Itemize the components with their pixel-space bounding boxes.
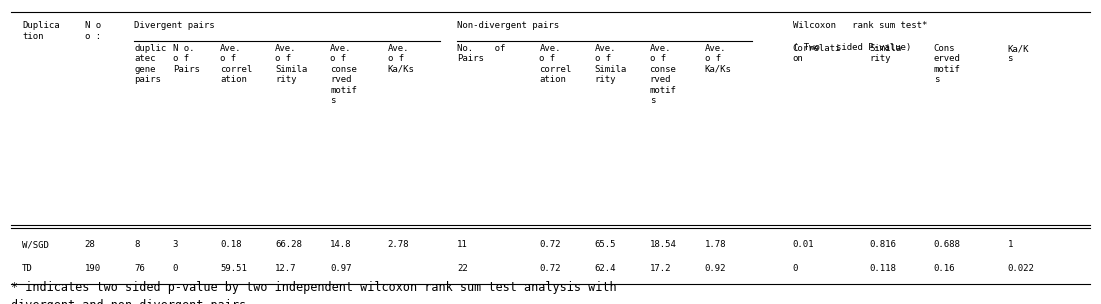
Text: Ave.
o f
conse
rved
motif
s: Ave. o f conse rved motif s bbox=[330, 44, 357, 105]
Text: 0: 0 bbox=[173, 264, 178, 274]
Text: Ave.
o f
Simila
rity: Ave. o f Simila rity bbox=[275, 44, 307, 84]
Text: 66.28: 66.28 bbox=[275, 240, 302, 249]
Text: Ave.
o f
correl
ation: Ave. o f correl ation bbox=[539, 44, 571, 84]
Text: 18.54: 18.54 bbox=[650, 240, 676, 249]
Text: Divergent pairs: Divergent pairs bbox=[134, 21, 215, 30]
Text: 0.022: 0.022 bbox=[1007, 264, 1034, 274]
Text: duplic
atec
gene
pairs: duplic atec gene pairs bbox=[134, 44, 166, 84]
Text: 62.4: 62.4 bbox=[595, 264, 617, 274]
Text: Wilcoxon   rank sum test*: Wilcoxon rank sum test* bbox=[793, 21, 927, 30]
Text: W/SGD: W/SGD bbox=[22, 240, 48, 249]
Text: Ave.
o f
correl
ation: Ave. o f correl ation bbox=[220, 44, 252, 84]
Text: 22: 22 bbox=[457, 264, 468, 274]
Text: Ave.
o f
conse
rved
motif
s: Ave. o f conse rved motif s bbox=[650, 44, 676, 105]
Text: TD: TD bbox=[22, 264, 33, 274]
Text: 0.97: 0.97 bbox=[330, 264, 352, 274]
Text: Ave.
o f
Ka/Ks: Ave. o f Ka/Ks bbox=[388, 44, 414, 74]
Text: 0.72: 0.72 bbox=[539, 264, 562, 274]
Text: 0.816: 0.816 bbox=[870, 240, 896, 249]
Text: Ka/K
s: Ka/K s bbox=[1007, 44, 1029, 64]
Text: Correlati
on: Correlati on bbox=[793, 44, 841, 64]
Text: Ave.
o f
Ka/Ks: Ave. o f Ka/Ks bbox=[705, 44, 731, 74]
Text: 190: 190 bbox=[85, 264, 101, 274]
Text: 76: 76 bbox=[134, 264, 145, 274]
Text: 0: 0 bbox=[793, 264, 798, 274]
Text: Simila
rity: Simila rity bbox=[870, 44, 902, 64]
Text: Cons
erved
motif
s: Cons erved motif s bbox=[934, 44, 960, 84]
Text: 0.688: 0.688 bbox=[934, 240, 960, 249]
Text: divergent and non-divergent pairs: divergent and non-divergent pairs bbox=[11, 299, 247, 304]
Text: N o
o :: N o o : bbox=[85, 21, 101, 41]
Text: Non-divergent pairs: Non-divergent pairs bbox=[457, 21, 559, 30]
Text: 0.92: 0.92 bbox=[705, 264, 727, 274]
Text: 0.18: 0.18 bbox=[220, 240, 242, 249]
Text: 59.51: 59.51 bbox=[220, 264, 247, 274]
Text: Duplica
tion: Duplica tion bbox=[22, 21, 59, 41]
Text: 3: 3 bbox=[173, 240, 178, 249]
Text: 0.01: 0.01 bbox=[793, 240, 815, 249]
Text: 8: 8 bbox=[134, 240, 140, 249]
Text: 2.78: 2.78 bbox=[388, 240, 410, 249]
Text: N o.
o f
Pairs: N o. o f Pairs bbox=[173, 44, 199, 74]
Text: 0.72: 0.72 bbox=[539, 240, 562, 249]
Text: 1: 1 bbox=[1007, 240, 1013, 249]
Text: 0.16: 0.16 bbox=[934, 264, 956, 274]
Text: 28: 28 bbox=[85, 240, 96, 249]
Text: 1.78: 1.78 bbox=[705, 240, 727, 249]
Text: Ave.
o f
Simila
rity: Ave. o f Simila rity bbox=[595, 44, 626, 84]
Text: ( Two   sided P-value): ( Two sided P-value) bbox=[793, 43, 911, 52]
Text: 14.8: 14.8 bbox=[330, 240, 352, 249]
Text: 0.118: 0.118 bbox=[870, 264, 896, 274]
Text: No.    of
Pairs: No. of Pairs bbox=[457, 44, 505, 64]
Text: 65.5: 65.5 bbox=[595, 240, 617, 249]
Text: 11: 11 bbox=[457, 240, 468, 249]
Text: 12.7: 12.7 bbox=[275, 264, 297, 274]
Text: * indicates two sided p-value by two independent wilcoxon rank sum test analysis: * indicates two sided p-value by two ind… bbox=[11, 281, 617, 294]
Text: 17.2: 17.2 bbox=[650, 264, 672, 274]
